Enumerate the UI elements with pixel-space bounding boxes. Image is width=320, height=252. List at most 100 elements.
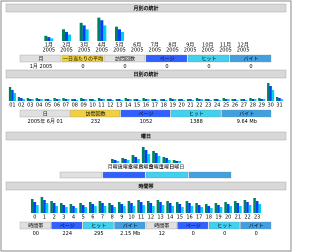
bar [123,206,126,213]
x-label: 日曜日 [169,165,184,171]
bar [58,99,61,101]
x-label-year: 2005 [201,48,214,54]
x-label: 水曜日 [128,164,143,171]
bar [75,100,79,101]
bar [26,98,30,101]
bar [142,98,145,101]
bar [144,150,148,163]
table-header-cell [221,109,272,118]
table-cell: 1388 [190,119,203,125]
x-label: 8月 [168,43,176,49]
bar [236,203,240,213]
bar [249,98,252,101]
x-label: 23 [205,103,211,109]
bar [35,98,38,101]
x-label: 10 [128,215,134,221]
bar [153,99,157,101]
bar [17,97,21,101]
bar [93,100,97,101]
bar [46,99,50,101]
x-label-year: 2005 [148,48,161,54]
bar [80,98,83,101]
x-label: 7 [101,215,104,221]
x-label: 16 [186,215,192,221]
bar [8,87,12,101]
bar [137,159,140,163]
bar [94,206,97,213]
bar [162,99,165,101]
bar [168,203,172,213]
table-cell: 295 [94,231,104,237]
bar [217,205,220,213]
x-label: 12 [148,215,154,221]
x-label: 7月 [151,43,159,49]
bar [106,99,110,101]
bar [219,207,223,213]
x-label: 火曜日 [118,165,133,171]
bar [160,99,163,101]
x-label: 06 [54,103,60,109]
bar [31,99,34,101]
x-label: 23 [254,215,260,221]
bar [137,200,140,213]
bar [161,205,165,213]
bar [242,99,246,101]
bar [267,83,270,101]
bar [253,198,256,213]
bar [144,99,148,101]
bar [157,156,161,163]
x-label-year: 2005 [113,48,126,54]
bar [166,201,169,213]
bar [97,98,101,101]
table-cell: 232 [91,119,101,125]
bar [65,31,68,41]
section-header [5,181,287,191]
bar [224,99,228,101]
table-header-cell [51,221,83,230]
bar [124,98,128,101]
table-header-cell [145,54,188,63]
bar [240,99,243,101]
bar [275,97,279,101]
table-cell: 0 [207,64,210,70]
section-title: 曜日 [141,133,151,140]
x-label: 01 [9,103,15,109]
bar [231,99,234,101]
bar [134,157,138,163]
bar [280,99,284,101]
bar [121,31,124,41]
bar [55,99,59,101]
bar [175,202,179,213]
bar [255,201,259,213]
table-header: 一日当たりの平均 [63,55,103,62]
x-label: 17 [196,215,202,221]
x-label: 5月 [115,43,123,49]
bar [110,205,114,213]
bar [88,202,92,213]
bar [222,98,225,101]
x-label: 09 [80,103,86,109]
bar [120,100,123,101]
bar [190,206,194,213]
bar [132,206,136,213]
bar [271,90,275,101]
bar [116,161,120,163]
bar [37,99,41,101]
bar [151,99,154,101]
table-header: ヒット [217,223,232,229]
bar [129,99,132,101]
table-header-cell [145,171,189,179]
bar [73,99,76,101]
bar [248,205,252,213]
bar [133,99,136,101]
x-label: 11月 [220,43,231,49]
bar [239,206,242,213]
table-cell: 12 [159,231,165,237]
bar [52,203,56,213]
bar [103,25,107,41]
bar [111,100,114,101]
x-label: 30 [267,103,273,109]
bar [103,206,107,213]
table-header-cell [188,171,232,179]
bar [62,98,65,101]
